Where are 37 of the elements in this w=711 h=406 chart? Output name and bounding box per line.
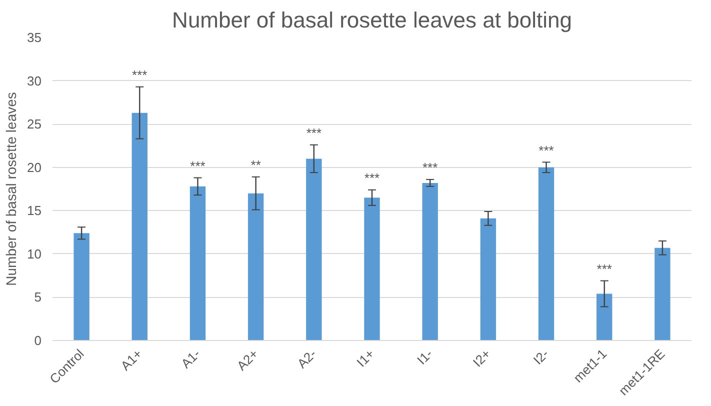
annotation: ***	[422, 160, 438, 176]
chart-title: Number of basal rosette leaves at bolting	[172, 8, 572, 32]
bar	[74, 233, 90, 340]
x-tick-label: A1-	[178, 346, 204, 372]
x-tick-label: A2-	[294, 346, 320, 372]
bar	[422, 182, 438, 340]
annotation: **	[250, 158, 261, 173]
y-tick-label: 15	[27, 203, 42, 218]
bar	[654, 248, 670, 340]
bar	[248, 193, 264, 340]
y-axis-title: Number of basal rosette leaves	[3, 92, 20, 286]
bar	[132, 112, 148, 340]
bar	[538, 167, 554, 340]
x-tick-label: I1+	[354, 346, 378, 370]
x-tick-label: A1+	[118, 346, 145, 374]
y-tick-label: 25	[27, 116, 42, 132]
x-tick-label: I1-	[414, 346, 436, 368]
x-tick-label: I2+	[470, 346, 494, 370]
bar	[480, 218, 496, 340]
annotation: ***	[132, 68, 148, 83]
y-tick-label: 10	[27, 246, 42, 262]
annotation: ***	[364, 170, 380, 186]
y-tick-label: 30	[27, 73, 42, 88]
bar	[596, 294, 612, 340]
y-tick-label: 0	[34, 333, 42, 348]
annotation: ***	[596, 261, 612, 276]
y-tick-label: 20	[27, 160, 42, 175]
annotation: ***	[190, 158, 206, 174]
annotation: ***	[538, 142, 554, 158]
bar	[190, 186, 206, 340]
bar	[306, 158, 322, 340]
bar	[364, 198, 380, 340]
y-tick-label: 5	[34, 290, 42, 305]
x-tick-label: I2-	[530, 346, 552, 368]
x-tick-label: A2+	[234, 346, 262, 374]
y-tick-label: 35	[27, 30, 42, 45]
annotation: ***	[306, 126, 322, 141]
